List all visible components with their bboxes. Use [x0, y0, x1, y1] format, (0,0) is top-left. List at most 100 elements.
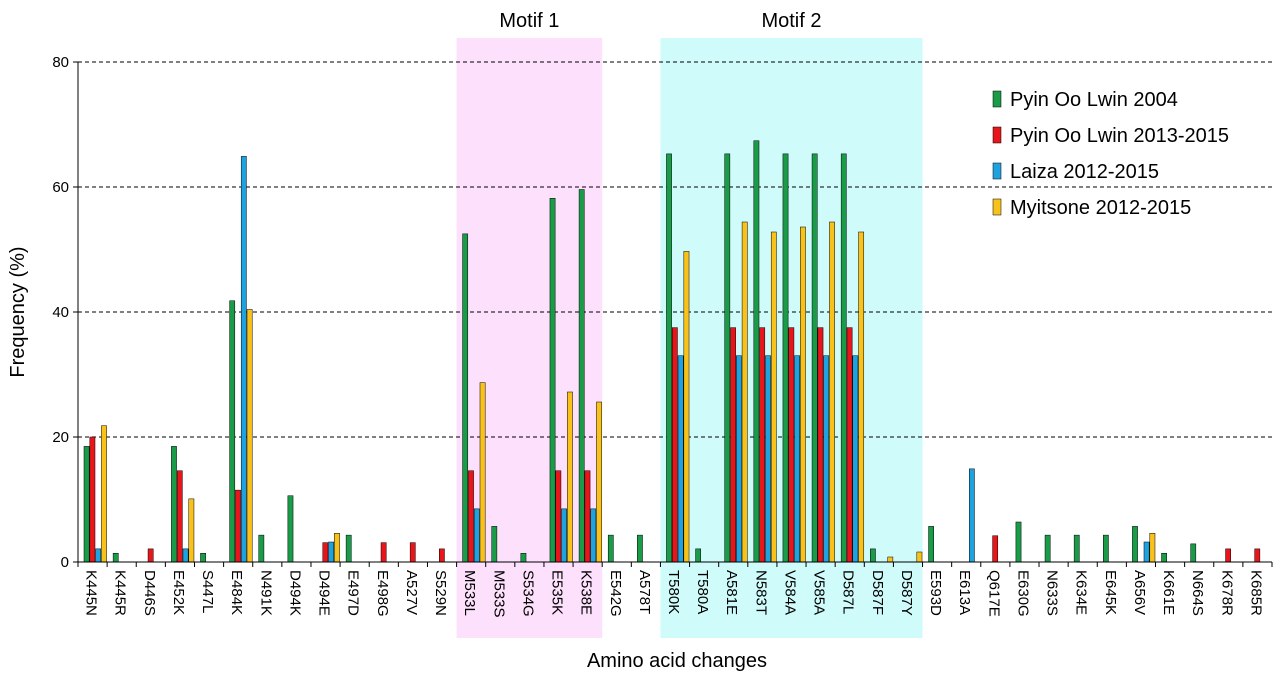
bar-e593d-series-1: [928, 526, 934, 563]
bar-a656v-series-3: [1143, 541, 1150, 563]
x-tick-label: K634E: [1073, 570, 1090, 615]
x-tick-label: V585A: [811, 570, 828, 615]
bar-a581e-series-2: [730, 327, 736, 563]
bar-k685r-series-2: [1254, 548, 1261, 563]
x-tick-label: E645K: [1102, 570, 1119, 615]
x-tick-label: M533L: [461, 570, 478, 616]
x-tick-label: K445N: [83, 570, 100, 616]
bar-v584a-series-2: [788, 327, 795, 563]
x-tick-label: A578T: [636, 570, 653, 614]
bar-e535k-series-1: [549, 198, 556, 563]
bar-n583t-series-1: [753, 140, 760, 563]
x-tick-label: K678R: [1218, 570, 1235, 616]
x-tick-label: E498G: [374, 570, 391, 617]
bar-n664s-series-1: [1190, 543, 1197, 563]
x-tick-label: S447L: [199, 570, 216, 613]
bar-k445n-series-4: [101, 425, 107, 563]
bar-m533s-series-1: [491, 526, 498, 563]
bar-a656v-series-4: [1149, 533, 1156, 563]
bar-k538e-series-4: [596, 401, 602, 563]
bar-e484k-series-3: [240, 156, 247, 563]
x-tick-label: N633S: [1044, 570, 1061, 616]
x-tick-label: D494K: [286, 570, 303, 616]
x-tick-label: V584A: [781, 570, 798, 615]
bar-e645k-series-1: [1103, 534, 1109, 563]
bar-e452k-series-1: [171, 446, 177, 563]
x-tick-label: E613A: [956, 570, 973, 615]
bar-d587l-series-2: [846, 327, 853, 563]
bar-n633s-series-1: [1044, 534, 1051, 563]
bar-e452k-series-2: [176, 470, 183, 563]
bar-t580k-series-2: [671, 327, 678, 563]
bar-e535k-series-2: [555, 470, 562, 563]
bar-k445n-series-3: [95, 548, 102, 563]
bar-e484k-series-4: [246, 309, 253, 563]
x-tick-label: E497D: [345, 570, 362, 616]
y-tick-label: 80: [52, 54, 69, 71]
legend: Pyin Oo Lwin 2004 Pyin Oo Lwin 2013-2015 L…: [992, 89, 1229, 219]
bar-a581e-series-4: [741, 221, 748, 563]
legend-label-2: Pyin Oo Lwin 2013-2015: [1010, 125, 1229, 147]
x-tick-label: Q617E: [985, 570, 1002, 617]
y-ticks: 0 20 40 60 80: [52, 54, 78, 571]
bar-e535k-series-3: [561, 508, 568, 563]
bar-k661e-series-1: [1161, 553, 1167, 563]
bar-d587l-series-4: [858, 231, 865, 563]
x-tick-label: M533S: [490, 570, 507, 618]
bar-k634e-series-1: [1073, 534, 1080, 563]
x-tick-label: A527V: [403, 570, 420, 615]
bar-d494e-series-3: [328, 541, 335, 563]
bar-d446s-series-2: [147, 548, 154, 563]
bar-k445n-series-2: [89, 436, 96, 563]
bar-m533l-series-3: [473, 508, 480, 563]
motif-label-1: Motif 1: [499, 10, 559, 32]
motif-label-2: Motif 2: [761, 10, 821, 32]
bar-v584a-series-4: [800, 226, 806, 563]
y-axis-title: Frequency (%): [7, 246, 29, 377]
bar-n583t-series-3: [765, 355, 771, 563]
bar-d494e-series-2: [322, 542, 329, 563]
bar-d494e-series-4: [334, 533, 340, 563]
bar-t580k-series-1: [666, 153, 672, 563]
legend-swatch-3: [992, 162, 1002, 180]
legend-label-4: Myitsone 2012-2015: [1010, 197, 1191, 219]
x-tick-label: N491K: [257, 570, 274, 616]
x-tick-label: D587F: [869, 570, 886, 615]
bar-e613a-series-3: [969, 468, 975, 563]
x-tick-label: S534G: [519, 570, 536, 617]
bar-d587l-series-1: [840, 153, 847, 563]
x-tick-label: D587L: [840, 570, 857, 614]
x-categories: K445N K445R D446S E452K S447L E484K N491K D494K…: [77, 562, 1273, 618]
x-tick-label: S529N: [432, 570, 449, 616]
x-tick-label: N664S: [1189, 570, 1206, 616]
bar-d494k-series-1: [287, 495, 294, 563]
x-tick-label: D446S: [141, 570, 158, 616]
bar-m533l-series-4: [479, 382, 486, 563]
x-tick-label: A656V: [1131, 570, 1148, 615]
bar-k445n-series-1: [83, 446, 90, 563]
x-tick-label: D494E: [316, 570, 333, 616]
legend-label-1: Pyin Oo Lwin 2004: [1010, 89, 1178, 111]
bar-n583t-series-4: [770, 231, 777, 563]
bar-e484k-series-2: [235, 489, 241, 563]
bar-n583t-series-2: [759, 327, 766, 563]
x-tick-label: K538E: [578, 570, 595, 615]
bar-m533l-series-1: [462, 233, 469, 563]
bar-t580k-series-3: [677, 355, 684, 563]
bar-n491k-series-1: [258, 534, 265, 563]
bar-e497d-series-1: [345, 534, 352, 563]
bar-d587f-series-4: [887, 556, 894, 563]
bar-e452k-series-4: [188, 498, 195, 563]
bar-v585a-series-4: [829, 221, 835, 563]
bar-v585a-series-2: [817, 327, 824, 563]
bar-k678r-series-2: [1225, 548, 1232, 563]
legend-swatch-1: [992, 90, 1002, 108]
x-tick-label: E593D: [927, 570, 944, 616]
x-axis-title: Amino acid changes: [587, 650, 767, 672]
x-tick-label: D587Y: [898, 570, 915, 616]
x-tick-label: E484K: [228, 570, 245, 615]
legend-swatch-4: [992, 198, 1002, 216]
x-tick-label: K685R: [1247, 570, 1264, 616]
x-tick-label: N583T: [752, 570, 769, 615]
